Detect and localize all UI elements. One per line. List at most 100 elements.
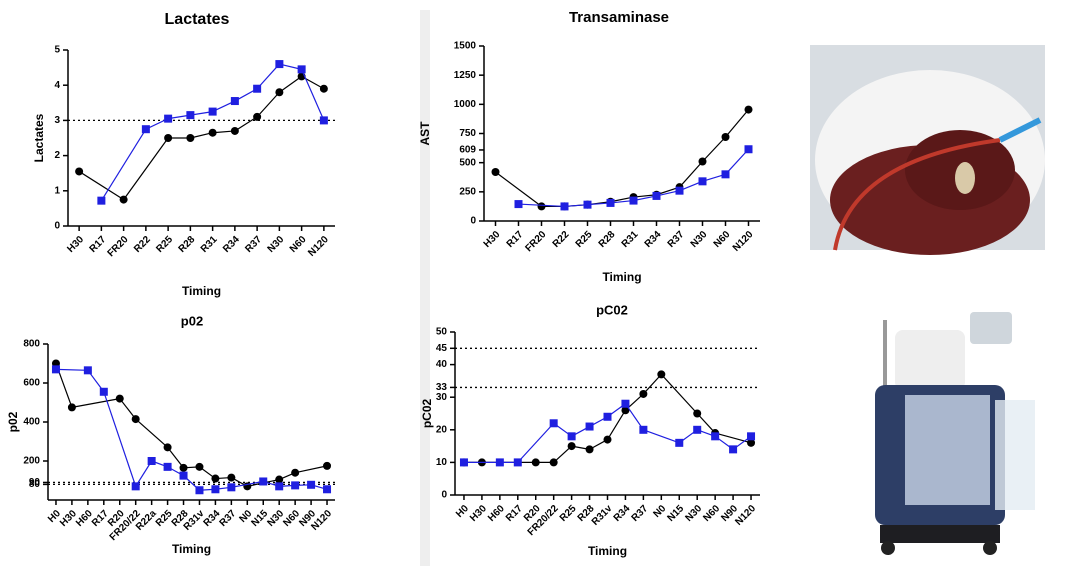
data-point: [227, 483, 236, 492]
data-point: [621, 406, 630, 415]
y-tick-label: 600: [23, 378, 40, 389]
data-point: [549, 458, 558, 467]
data-point: [307, 480, 316, 489]
series-segment: [167, 446, 185, 469]
series-segment: [279, 75, 302, 93]
y-tick-label: 50: [436, 327, 448, 338]
data-point: [603, 412, 612, 421]
data-point: [253, 84, 262, 93]
y-tick-label: 0: [441, 490, 447, 501]
series-segment: [71, 398, 120, 408]
liver-photo: [810, 45, 1045, 255]
data-point: [583, 200, 592, 209]
series-segment: [231, 480, 264, 488]
data-point: [459, 458, 468, 467]
data-point: [721, 170, 730, 179]
y-tick-label: 0: [54, 221, 60, 232]
data-point: [629, 196, 638, 205]
data-point: [275, 482, 284, 491]
chart-title: Lactates: [165, 11, 230, 28]
series-segment: [295, 465, 328, 474]
y-tick-label: 250: [459, 186, 476, 197]
series-segment: [518, 203, 565, 208]
x-tick-label: FR20: [523, 229, 548, 254]
data-point: [291, 481, 300, 490]
y-tick-label: 609: [459, 145, 476, 156]
series-segment: [553, 445, 573, 463]
data-point: [675, 438, 684, 447]
data-point: [567, 432, 576, 441]
series-segment: [725, 148, 749, 175]
data-point: [131, 415, 140, 424]
data-point: [186, 111, 195, 120]
x-tick-label: N120: [731, 229, 756, 254]
data-point: [323, 461, 332, 470]
data-point: [747, 432, 756, 441]
series-segment: [679, 161, 703, 188]
data-point: [744, 145, 753, 154]
x-tick-label: N60: [712, 229, 733, 250]
series-segment: [256, 63, 280, 90]
data-point: [657, 370, 666, 379]
y-tick-label: 20: [436, 424, 448, 435]
data-point: [179, 471, 188, 480]
series-segment: [256, 91, 280, 118]
data-point: [147, 457, 156, 465]
data-point: [275, 88, 284, 97]
data-point: [514, 200, 523, 209]
x-tick-label: N30: [683, 503, 704, 524]
y-tick-label: 40: [436, 359, 448, 370]
series-segment: [702, 136, 726, 162]
series-segment: [123, 137, 169, 200]
data-point: [495, 458, 504, 467]
data-point: [227, 473, 236, 482]
y-tick-label: 500: [459, 157, 476, 168]
data-point: [51, 365, 60, 374]
x-tick-label: R28: [177, 234, 198, 255]
x-tick-label: R22: [132, 234, 153, 255]
x-tick-label: R25: [574, 229, 595, 250]
data-point: [141, 125, 150, 134]
x-tick-label: R37: [243, 234, 264, 255]
series-segment: [135, 418, 168, 448]
data-point: [744, 105, 753, 114]
data-point: [585, 422, 594, 431]
y-tick-label: 90: [29, 477, 41, 488]
x-tick-label: R37: [218, 508, 239, 529]
data-point: [698, 157, 707, 166]
data-point: [164, 114, 173, 123]
y-tick-label: 2: [54, 150, 60, 161]
x-axis-label: Timing: [588, 544, 627, 558]
data-point: [75, 167, 84, 176]
data-point: [639, 425, 648, 434]
series-segment: [696, 413, 716, 434]
y-tick-label: 10: [436, 457, 448, 468]
x-axis-label: Timing: [182, 284, 221, 298]
x-tick-label: R34: [221, 234, 242, 255]
y-tick-label: 1: [54, 185, 60, 196]
data-point: [67, 403, 76, 412]
data-point: [531, 458, 540, 467]
y-tick-label: 80: [29, 479, 41, 490]
data-point: [83, 366, 92, 375]
x-tick-label: R34: [643, 229, 664, 250]
data-point: [131, 482, 140, 491]
data-point: [179, 463, 188, 472]
data-point: [537, 202, 546, 211]
data-point: [693, 425, 702, 434]
series-segment: [234, 116, 258, 132]
x-tick-label: N15: [665, 503, 686, 524]
x-tick-label: R31: [199, 234, 220, 255]
data-point: [297, 65, 306, 74]
data-point: [549, 419, 558, 428]
data-point: [711, 432, 720, 441]
data-point: [513, 458, 522, 467]
data-point: [567, 442, 576, 451]
data-point: [164, 134, 173, 142]
x-tick-label: N120: [306, 234, 331, 259]
data-point: [230, 97, 239, 106]
data-point: [603, 435, 612, 444]
x-tick-label: N30: [689, 229, 710, 250]
data-point: [115, 394, 124, 403]
y-axis-label: AST: [418, 121, 432, 146]
